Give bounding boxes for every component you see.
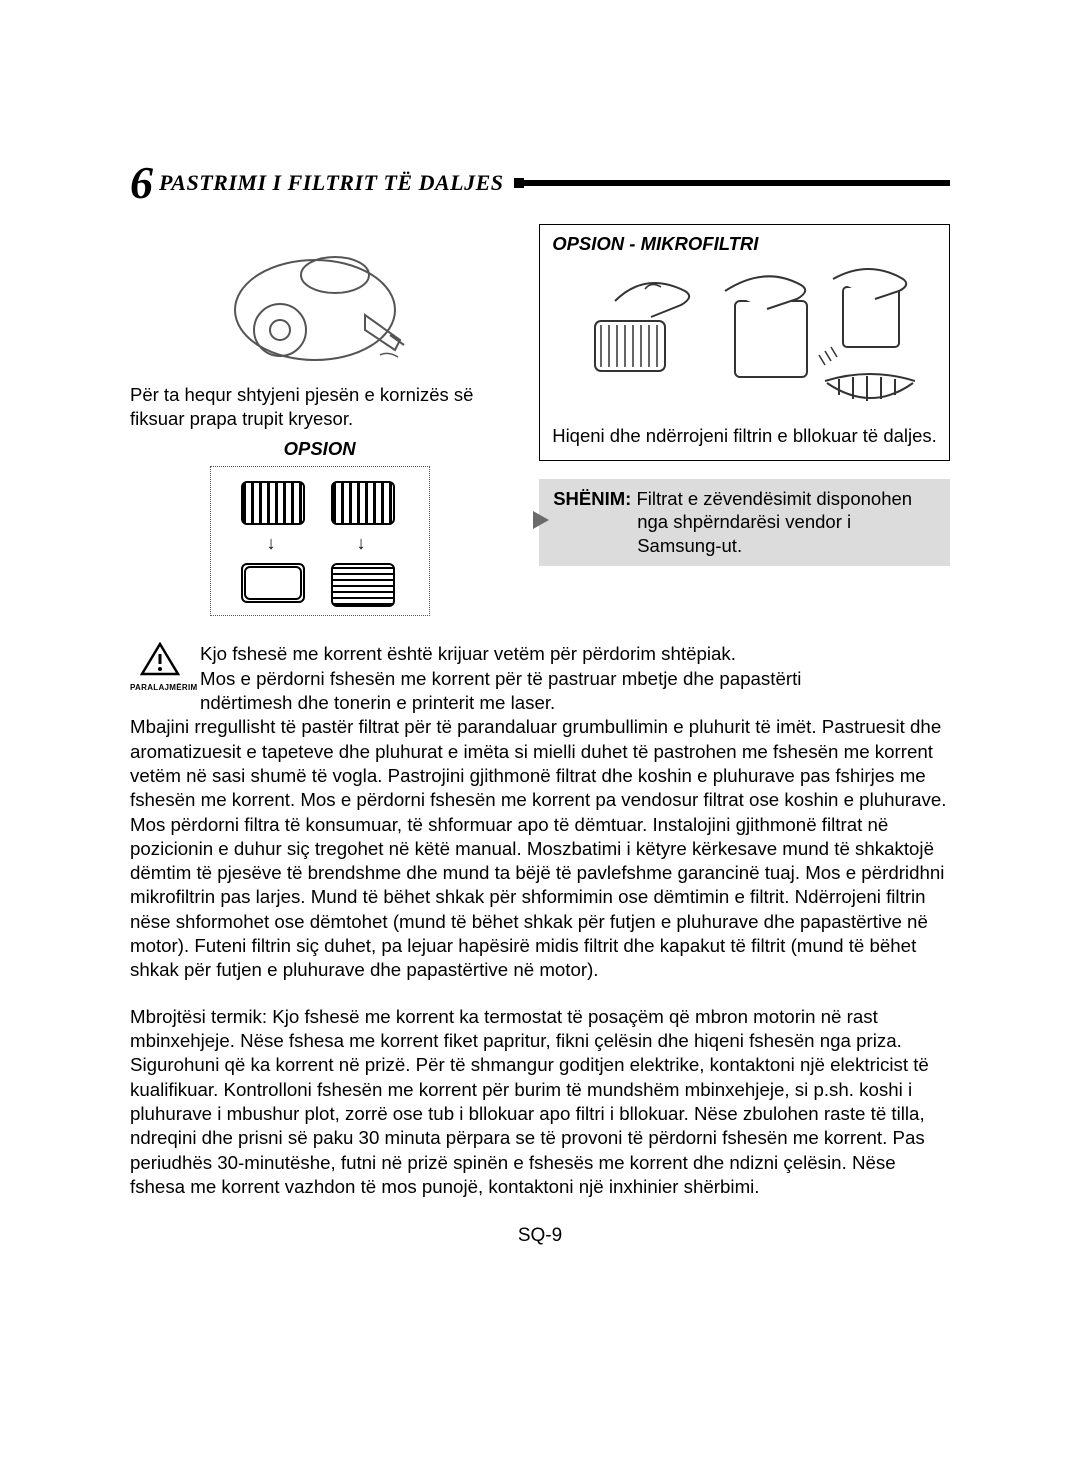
vacuum-figure: [130, 220, 509, 375]
vacuum-illustration: [215, 220, 425, 370]
microfilter-box: OPSION - MIKROFILTRI: [539, 224, 950, 461]
note-arrow-icon: [533, 511, 549, 529]
left-column: Për ta hequr shtyjeni pjesën e kornizës …: [130, 214, 509, 616]
microfilter-figure: [552, 261, 937, 416]
section-number: 6: [130, 160, 153, 206]
filter-tile: [241, 481, 305, 525]
body-paragraph-2: Mbrojtësi termik: Kjo fshesë me korrent …: [130, 1005, 950, 1200]
hands-filter-illustration: [575, 261, 915, 411]
microfilter-caption: Hiqeni dhe ndërrojeni filtrin e bllokuar…: [552, 424, 937, 448]
microfilter-title: OPSION - MIKROFILTRI: [552, 233, 937, 255]
warning-block: PARALAJMËRIM Kjo fshesë me korrent është…: [130, 642, 950, 715]
filter-tile-flat: [331, 563, 395, 607]
body-paragraph-1: Mbajini rregullisht të pastër filtrat pë…: [130, 715, 950, 982]
note-line: Samsung-ut.: [637, 534, 938, 558]
note-box: SHËNIM: Filtrat e zëvendësimit disponohe…: [539, 479, 950, 566]
warning-label: PARALAJMËRIM: [130, 683, 190, 692]
warning-line: Mos e përdorni fshesën me korrent për të…: [200, 667, 801, 691]
filter-tile: [331, 481, 395, 525]
warning-line: ndërtimesh dhe tonerin e printerit me la…: [200, 691, 801, 715]
right-column: OPSION - MIKROFILTRI: [539, 214, 950, 616]
note-label: SHËNIM:: [553, 488, 631, 509]
note-line: Filtrat e zëvendësimit disponohen: [636, 488, 912, 509]
arrow-down-icon: ↓: [267, 533, 276, 554]
section-header: 6 PASTRIMI I FILTRIT TË DALJES: [130, 160, 950, 206]
warning-intro: Kjo fshesë me korrent është krijuar vetë…: [200, 642, 801, 715]
warning-icon: [140, 642, 180, 676]
warning-line: Kjo fshesë me korrent është krijuar vetë…: [200, 642, 801, 666]
section-title: PASTRIMI I FILTRIT TË DALJES: [159, 170, 503, 196]
left-caption: Për ta hequr shtyjeni pjesën e kornizës …: [130, 383, 509, 430]
page-number: SQ-9: [130, 1225, 950, 1247]
filter-tile-flat: [241, 563, 305, 603]
option-label: OPSION: [130, 438, 509, 460]
note-line: nga shpërndarësi vendor i: [637, 510, 938, 534]
header-rule: [517, 180, 950, 186]
option-figure-box: ↓ ↓: [210, 466, 430, 616]
arrow-down-icon: ↓: [357, 533, 366, 554]
